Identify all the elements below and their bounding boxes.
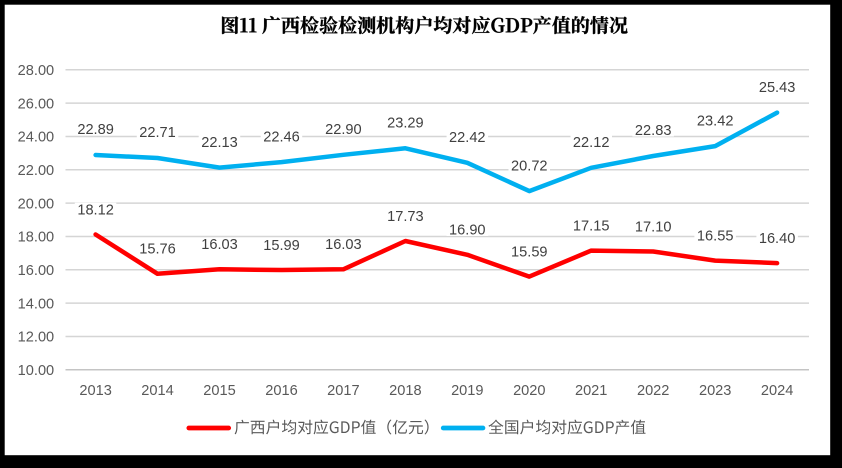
svg-text:22.71: 22.71	[139, 125, 176, 141]
svg-text:24.00: 24.00	[18, 130, 55, 146]
svg-text:15.76: 15.76	[139, 242, 176, 258]
svg-text:22.89: 22.89	[77, 122, 114, 138]
svg-text:22.46: 22.46	[263, 129, 300, 145]
svg-text:16.03: 16.03	[201, 237, 238, 253]
svg-text:10.00: 10.00	[18, 363, 55, 379]
svg-text:2022: 2022	[637, 383, 669, 399]
svg-text:26.00: 26.00	[18, 96, 55, 112]
svg-text:2018: 2018	[389, 383, 421, 399]
svg-text:2024: 2024	[761, 383, 793, 399]
svg-text:22.13: 22.13	[201, 135, 238, 151]
svg-text:14.00: 14.00	[18, 296, 55, 312]
svg-text:2021: 2021	[575, 383, 607, 399]
svg-text:25.43: 25.43	[759, 80, 796, 96]
svg-text:16.55: 16.55	[697, 229, 734, 245]
svg-text:2017: 2017	[327, 383, 359, 399]
svg-text:16.03: 16.03	[325, 237, 362, 253]
svg-text:16.40: 16.40	[759, 231, 796, 247]
svg-text:22.90: 22.90	[325, 122, 362, 138]
svg-text:12.00: 12.00	[18, 330, 55, 346]
svg-text:2015: 2015	[203, 383, 235, 399]
svg-text:15.59: 15.59	[511, 245, 548, 261]
svg-text:18.12: 18.12	[77, 202, 114, 218]
svg-text:2023: 2023	[699, 383, 731, 399]
svg-text:20.00: 20.00	[18, 196, 55, 212]
svg-text:22.12: 22.12	[573, 135, 610, 151]
svg-text:23.29: 23.29	[387, 116, 424, 132]
svg-text:16.90: 16.90	[449, 223, 486, 239]
svg-text:2016: 2016	[265, 383, 297, 399]
svg-text:22.83: 22.83	[635, 123, 672, 139]
svg-text:16.00: 16.00	[18, 263, 55, 279]
svg-text:18.00: 18.00	[18, 230, 55, 246]
svg-text:2013: 2013	[79, 383, 111, 399]
svg-text:22.42: 22.42	[449, 130, 486, 146]
svg-text:2014: 2014	[141, 383, 173, 399]
svg-text:20.72: 20.72	[511, 158, 548, 174]
svg-text:22.00: 22.00	[18, 163, 55, 179]
svg-text:17.10: 17.10	[635, 219, 672, 235]
svg-text:2019: 2019	[451, 383, 483, 399]
svg-text:2020: 2020	[513, 383, 545, 399]
svg-text:28.00: 28.00	[18, 63, 55, 79]
svg-text:17.73: 17.73	[387, 209, 424, 225]
svg-text:23.42: 23.42	[697, 113, 734, 129]
svg-text:15.99: 15.99	[263, 238, 300, 254]
svg-text:17.15: 17.15	[573, 219, 610, 235]
